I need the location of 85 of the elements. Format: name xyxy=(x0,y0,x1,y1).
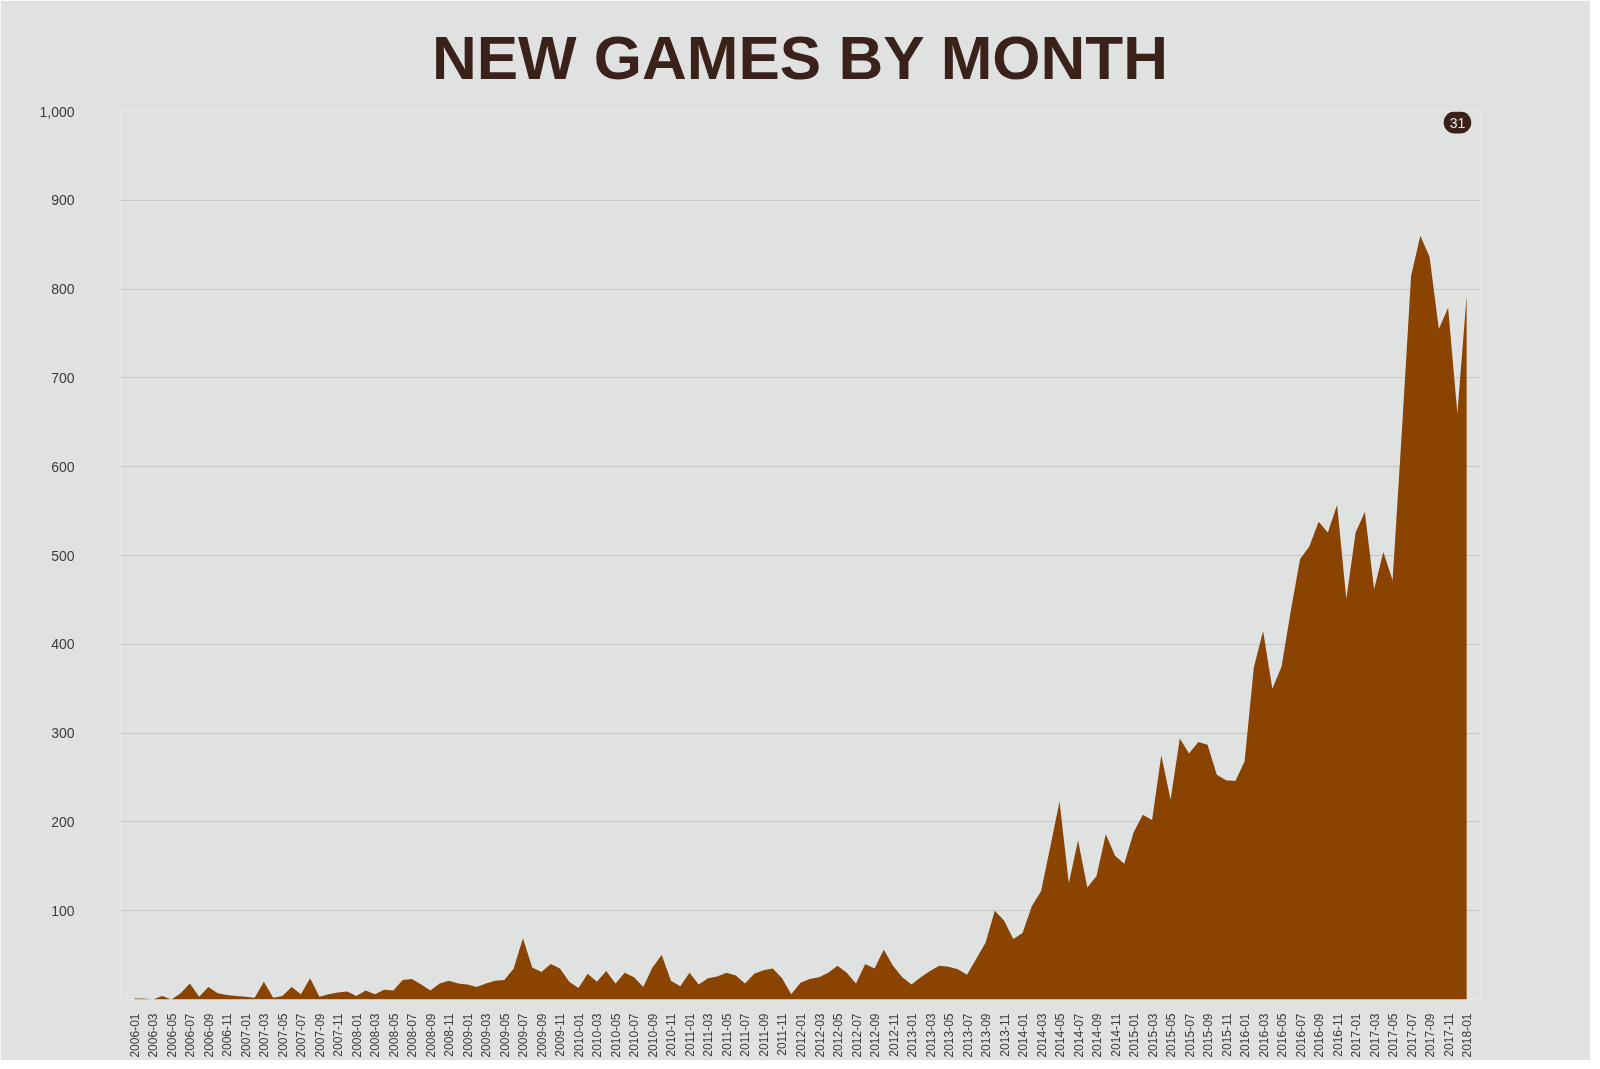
x-tick-label: 2008-09 xyxy=(423,1013,438,1058)
x-tick-label: 2016-01 xyxy=(1238,1013,1253,1058)
x-tick-label: 2007-11 xyxy=(331,1013,346,1057)
x-tick-label: 2015-09 xyxy=(1201,1013,1216,1058)
x-tick-label: 2015-03 xyxy=(1145,1013,1160,1058)
x-tick-label: 2013-01 xyxy=(905,1013,920,1058)
x-tick-label: 2009-11 xyxy=(553,1013,568,1057)
x-tick-label: 2009-01 xyxy=(460,1013,475,1058)
y-tick-label: 600 xyxy=(51,458,75,475)
x-tick-label: 2011-05 xyxy=(719,1013,734,1057)
x-tick-label: 2015-11 xyxy=(1219,1013,1234,1057)
x-tick-label: 2007-05 xyxy=(275,1013,290,1058)
x-tick-label: 2016-07 xyxy=(1293,1013,1308,1058)
x-tick-label: 2015-01 xyxy=(1127,1013,1142,1058)
x-tick-label: 2012-05 xyxy=(831,1013,846,1058)
x-tick-label: 2013-09 xyxy=(979,1013,994,1058)
x-tick-label: 2017-07 xyxy=(1404,1013,1419,1058)
x-tick-label: 2007-03 xyxy=(257,1013,272,1058)
x-tick-label: 2017-01 xyxy=(1349,1013,1364,1058)
y-tick-label: 900 xyxy=(51,192,75,209)
x-tick-label: 2011-03 xyxy=(701,1013,716,1057)
x-tick-label: 2014-07 xyxy=(1071,1013,1086,1058)
x-tick-label: 2016-05 xyxy=(1275,1013,1290,1058)
x-tick-label: 2012-09 xyxy=(868,1013,883,1058)
y-tick-label: 500 xyxy=(51,547,75,564)
x-tick-label: 2009-03 xyxy=(479,1013,494,1058)
x-tick-label: 2007-01 xyxy=(238,1013,253,1058)
y-tick-label: 1,000 xyxy=(39,103,75,120)
x-tick-label: 2014-05 xyxy=(1053,1013,1068,1058)
x-tick-label: 2006-11 xyxy=(220,1013,235,1057)
x-tick-label: 2006-01 xyxy=(127,1013,142,1058)
x-tick-label: 2012-11 xyxy=(886,1013,901,1057)
x-tick-label: 2012-07 xyxy=(849,1013,864,1058)
x-tick-label: 2010-03 xyxy=(590,1013,605,1058)
x-tick-label: 2009-09 xyxy=(534,1013,549,1058)
x-tick-label: 2016-09 xyxy=(1312,1013,1327,1058)
x-tick-label: 2017-03 xyxy=(1367,1013,1382,1058)
x-tick-label: 2013-07 xyxy=(960,1013,975,1058)
x-tick-label: 2011-09 xyxy=(756,1013,771,1057)
x-tick-label: 2008-05 xyxy=(386,1013,401,1058)
x-tick-label: 2014-09 xyxy=(1090,1013,1105,1058)
x-tick-label: 2010-11 xyxy=(664,1013,679,1057)
x-tick-label: 2008-01 xyxy=(349,1013,364,1058)
x-tick-label: 2013-05 xyxy=(942,1013,957,1058)
x-tick-label: 2010-01 xyxy=(571,1013,586,1058)
x-tick-label: 2006-07 xyxy=(183,1013,198,1058)
x-tick-label: 2009-07 xyxy=(516,1013,531,1058)
x-tick-label: 2014-01 xyxy=(1016,1013,1031,1058)
x-tick-label: 2010-05 xyxy=(608,1013,623,1058)
x-tick-label: 2013-03 xyxy=(923,1013,938,1058)
x-tick-label: 2012-01 xyxy=(794,1013,808,1058)
y-tick-label: 400 xyxy=(51,636,75,653)
x-tick-label: 2018-01 xyxy=(1460,1013,1475,1058)
x-tick-label: 2014-03 xyxy=(1034,1013,1049,1058)
x-tick-label: 2016-11 xyxy=(1330,1013,1345,1057)
chart-title: NEW GAMES BY MONTH xyxy=(431,22,1168,92)
x-tick-label: 2006-03 xyxy=(146,1013,161,1058)
x-tick-label: 2011-11 xyxy=(775,1013,790,1056)
x-tick-label: 2010-09 xyxy=(645,1013,660,1058)
x-tick-label: 2010-07 xyxy=(627,1013,642,1058)
x-tick-label: 2008-03 xyxy=(368,1013,383,1058)
x-tick-label: 2008-11 xyxy=(442,1013,457,1057)
x-tick-label: 2017-11 xyxy=(1441,1013,1456,1057)
x-tick-label: 2012-03 xyxy=(812,1013,827,1058)
x-tick-label: 2015-07 xyxy=(1182,1013,1197,1058)
y-tick-label: 100 xyxy=(51,902,75,919)
x-tick-label: 2011-07 xyxy=(738,1013,753,1057)
x-tick-label: 2013-11 xyxy=(997,1013,1012,1057)
y-tick-label: 300 xyxy=(51,725,75,742)
x-tick-label: 2007-09 xyxy=(312,1013,327,1058)
x-tick-label: 2017-05 xyxy=(1386,1013,1401,1058)
y-tick-label: 200 xyxy=(51,813,75,830)
x-tick-label: 2008-07 xyxy=(405,1013,420,1058)
annotation: 31 xyxy=(1449,114,1466,131)
x-tick-label: 2006-09 xyxy=(201,1013,216,1058)
x-tick-label: 2011-01 xyxy=(682,1013,697,1057)
x-tick-label: 2007-07 xyxy=(294,1013,309,1058)
x-tick-label: 2006-05 xyxy=(164,1013,179,1058)
x-tick-label: 2017-09 xyxy=(1423,1013,1438,1058)
x-tick-label: 2009-05 xyxy=(497,1013,512,1058)
x-tick-label: 2016-03 xyxy=(1256,1013,1271,1058)
y-tick-label: 800 xyxy=(51,281,75,298)
x-tick-label: 2015-05 xyxy=(1164,1013,1179,1058)
x-tick-label: 2014-11 xyxy=(1108,1013,1123,1057)
y-tick-label: 700 xyxy=(51,369,75,386)
